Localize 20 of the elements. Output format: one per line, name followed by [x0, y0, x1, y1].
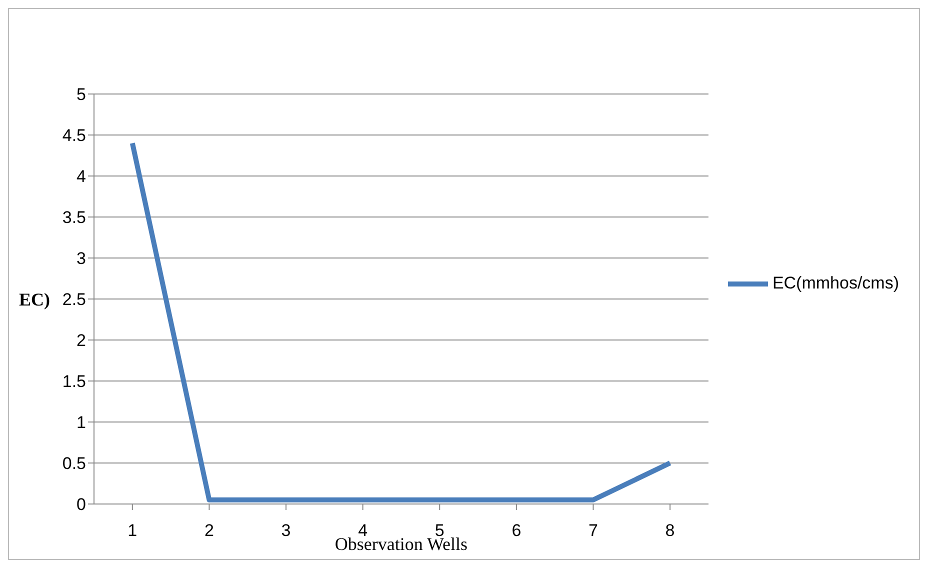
y-tick-label: 3	[76, 249, 86, 268]
x-tick-label: 3	[281, 521, 291, 540]
y-tick-label: 4	[76, 167, 86, 186]
legend-label: EC(mmhos/cms)	[772, 273, 899, 292]
x-tick-label: 2	[204, 521, 214, 540]
y-tick-label: 2	[76, 331, 86, 350]
x-tick-label: 8	[665, 521, 675, 540]
x-tick-label: 6	[512, 521, 522, 540]
x-tick-label: 4	[358, 521, 368, 540]
y-axis-title: EC)	[19, 289, 50, 310]
y-tick-label: 1	[76, 413, 86, 432]
y-tick-label: 0	[76, 495, 86, 514]
x-tick-label: 1	[128, 521, 138, 540]
y-tick-label: 0.5	[62, 454, 86, 474]
y-tick-label: 4.5	[62, 126, 86, 146]
y-tick-label: 3.5	[62, 208, 86, 228]
y-tick-label: 2.5	[62, 290, 86, 310]
y-tick-label: 1.5	[62, 372, 86, 392]
x-tick-label: 7	[588, 521, 598, 540]
y-tick-label: 5	[76, 85, 86, 104]
